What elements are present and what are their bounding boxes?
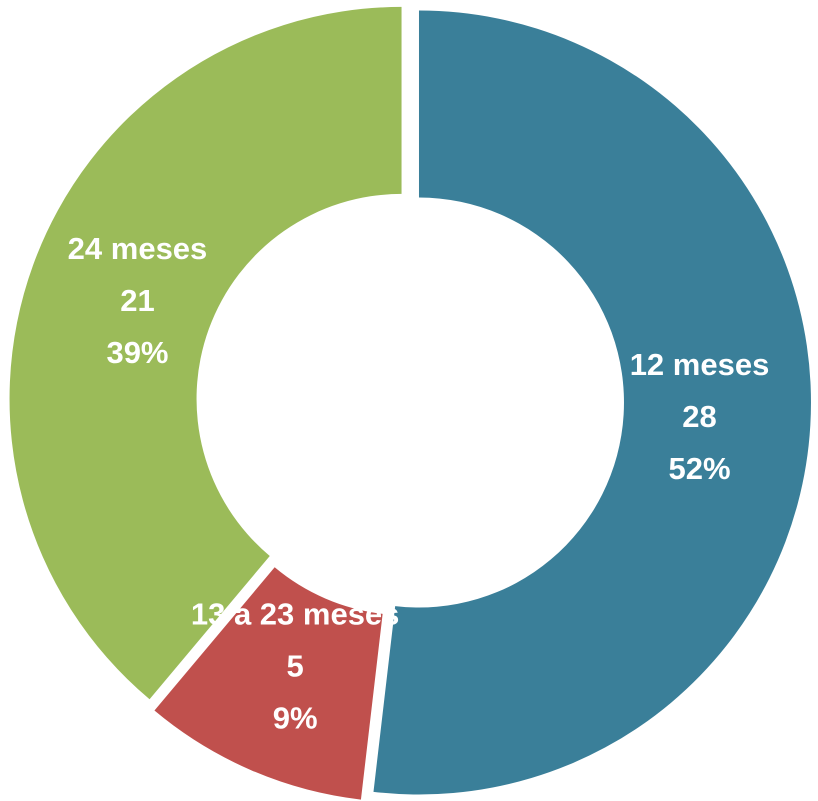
slice-percent-label: 9% (273, 700, 318, 735)
donut-slice (373, 10, 811, 795)
donut-slice (9, 6, 402, 700)
slice-value-label: 28 (682, 399, 716, 434)
slice-value-label: 5 (287, 648, 304, 683)
donut-slice (154, 567, 383, 800)
slice-value-label: 21 (120, 283, 154, 318)
slice-category-label: 24 meses (68, 231, 208, 266)
slice-percent-label: 52% (668, 451, 730, 486)
slice-percent-label: 39% (106, 335, 168, 370)
slice-category-label: 12 meses (630, 347, 770, 382)
slice-category-label: 13 a 23 meses (191, 596, 400, 631)
